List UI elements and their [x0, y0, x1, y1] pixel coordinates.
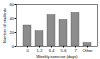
svg-text:40: 40: [10, 16, 15, 21]
svg-text:7: 7: [74, 48, 77, 53]
svg-text:5-6: 5-6: [61, 48, 68, 53]
svg-text:1-2: 1-2: [37, 48, 44, 53]
svg-text:Number of students: Number of students: [2, 8, 7, 43]
svg-text:60: 60: [10, 2, 15, 7]
svg-text:Other: Other: [82, 48, 93, 53]
svg-text:3-4: 3-4: [49, 48, 56, 53]
svg-text:Weekly exercise (days): Weekly exercise (days): [36, 54, 78, 59]
svg-text:0: 0: [26, 48, 29, 53]
svg-text:20: 20: [10, 30, 15, 35]
svg-text:0: 0: [12, 44, 15, 49]
